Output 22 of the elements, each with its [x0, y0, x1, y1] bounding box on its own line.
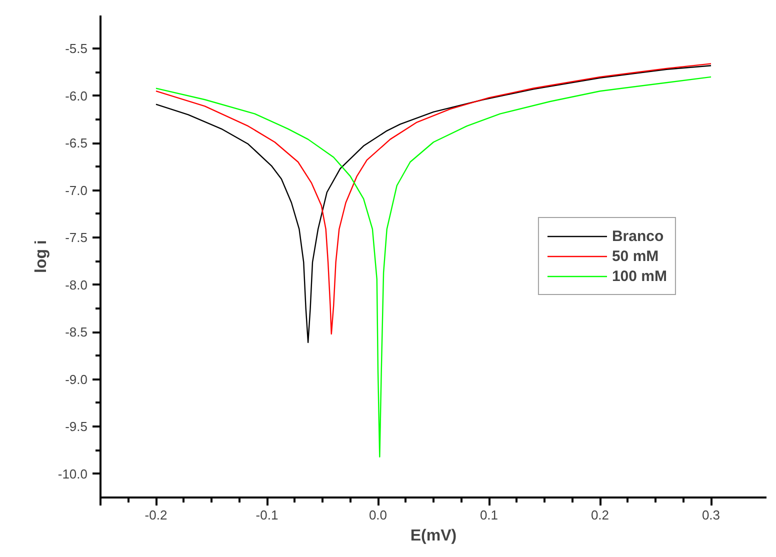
legend-label: 50 mM	[612, 248, 659, 264]
y-tick-label: -8.5	[65, 324, 88, 340]
legend-label: 100 mM	[612, 268, 667, 284]
legend-label: Branco	[612, 228, 664, 244]
y-tick-label: -6.5	[65, 136, 88, 151]
y-tick-label: -7.5	[65, 230, 88, 246]
y-tick-label: -6.0	[65, 88, 88, 104]
y-tick-label: -9.0	[65, 372, 88, 387]
y-tick-label: -5.5	[65, 41, 88, 56]
y-axis-title: log i	[32, 240, 50, 273]
y-tick-label: -8.0	[65, 277, 88, 292]
y-tick-label: -10.0	[58, 466, 88, 482]
x-tick-label: -0.1	[256, 508, 278, 522]
x-tick-label: 0.2	[590, 508, 610, 522]
x-tick-label: 0.0	[368, 508, 388, 522]
y-tick-label: -7.0	[65, 182, 88, 198]
line-series	[155, 76, 712, 458]
x-tick-label: -0.2	[144, 508, 168, 522]
y-tick-label: -9.5	[65, 419, 88, 434]
x-tick-label: 0.3	[702, 508, 720, 522]
x-tick-label: 0.1	[480, 508, 498, 522]
x-axis-title: E(mV)	[410, 528, 457, 544]
